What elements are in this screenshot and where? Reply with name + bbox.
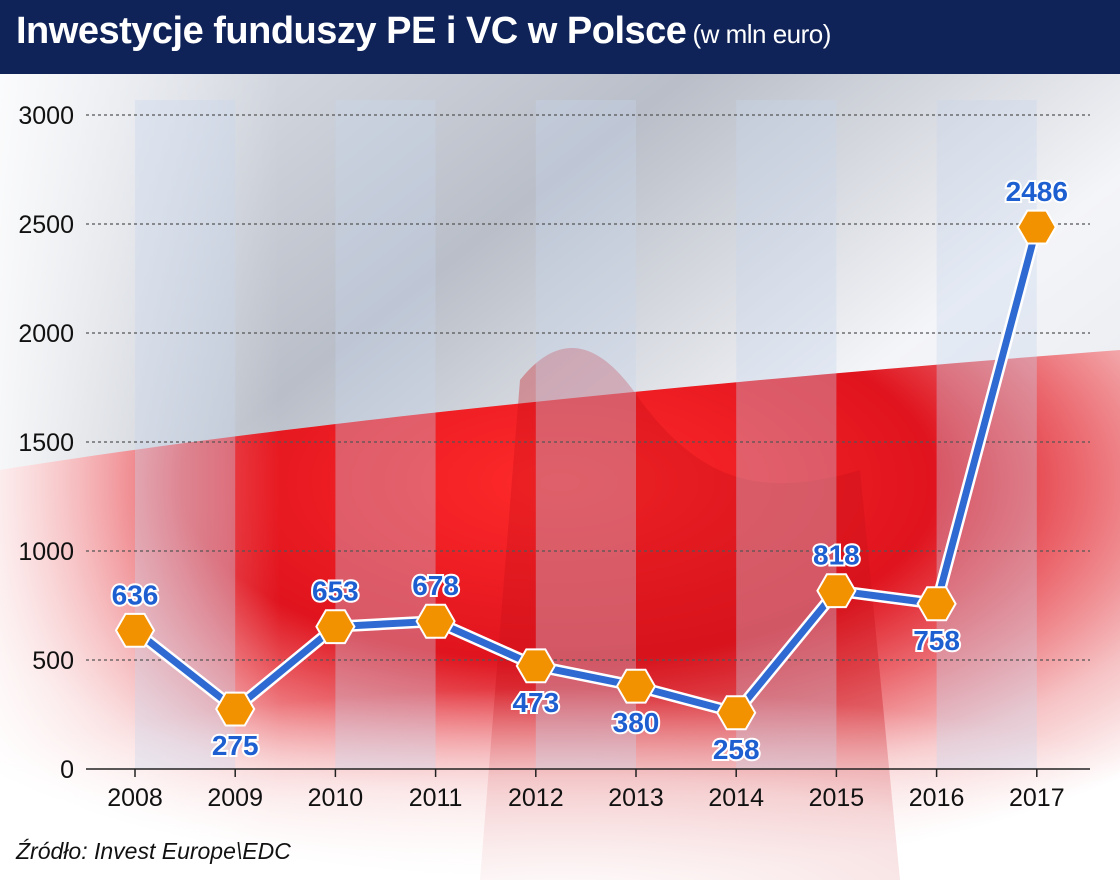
x-tick-label: 2012: [508, 784, 564, 812]
column-band: [535, 100, 636, 769]
x-tick-label: 2017: [1009, 784, 1065, 812]
y-tick-label: 2500: [18, 211, 74, 239]
column-band: [335, 100, 436, 769]
y-tick-label: 3000: [18, 102, 74, 130]
data-label: 678: [412, 570, 459, 601]
data-point-marker: [1016, 209, 1057, 245]
y-tick-label: 500: [32, 647, 74, 675]
data-label: 275: [212, 730, 259, 761]
column-band: [736, 100, 837, 769]
data-label: 380: [613, 707, 660, 738]
data-label: 818: [813, 540, 860, 571]
data-point-marker: [215, 691, 256, 727]
data-point-marker: [515, 648, 556, 684]
column-band: [135, 100, 236, 769]
x-tick-label: 2011: [409, 784, 463, 812]
data-point-marker: [415, 603, 456, 639]
x-tick-label: 2009: [207, 784, 263, 812]
data-point-marker: [816, 573, 857, 609]
series-line: [132, 226, 1041, 717]
data-label: 2486: [1006, 176, 1068, 207]
chart-title-text: Inwestycje funduszy PE i VC w Polsce: [16, 10, 687, 52]
x-tick-label: 2016: [909, 784, 965, 812]
x-tick-label: 2008: [107, 784, 163, 812]
x-tick-label: 2014: [708, 784, 764, 812]
data-label: 636: [112, 579, 159, 610]
chart-subtitle: (w mln euro): [692, 19, 831, 49]
data-label: 473: [512, 687, 559, 718]
chart-title: Inwestycje funduszy PE i VC w Polsce (w m…: [16, 10, 831, 53]
y-tick-label: 1500: [18, 429, 74, 457]
title-bar: [0, 0, 1120, 74]
data-point-marker: [315, 609, 356, 645]
data-label: 758: [913, 625, 960, 656]
data-point-marker: [114, 612, 156, 648]
data-point-marker: [716, 695, 757, 731]
y-tick-label: 0: [60, 756, 74, 784]
data-point-marker: [615, 668, 657, 704]
source-note: Źródło: Invest Europe\EDC: [16, 838, 291, 864]
y-tick-label: 2000: [18, 320, 74, 348]
y-tick-label: 1000: [18, 538, 74, 566]
x-tick-label: 2013: [608, 784, 664, 812]
data-point-marker: [916, 586, 957, 622]
x-tick-label: 2015: [809, 784, 865, 812]
x-tick-label: 2010: [308, 784, 364, 812]
data-label: 258: [713, 734, 760, 765]
data-label: 653: [312, 576, 359, 607]
